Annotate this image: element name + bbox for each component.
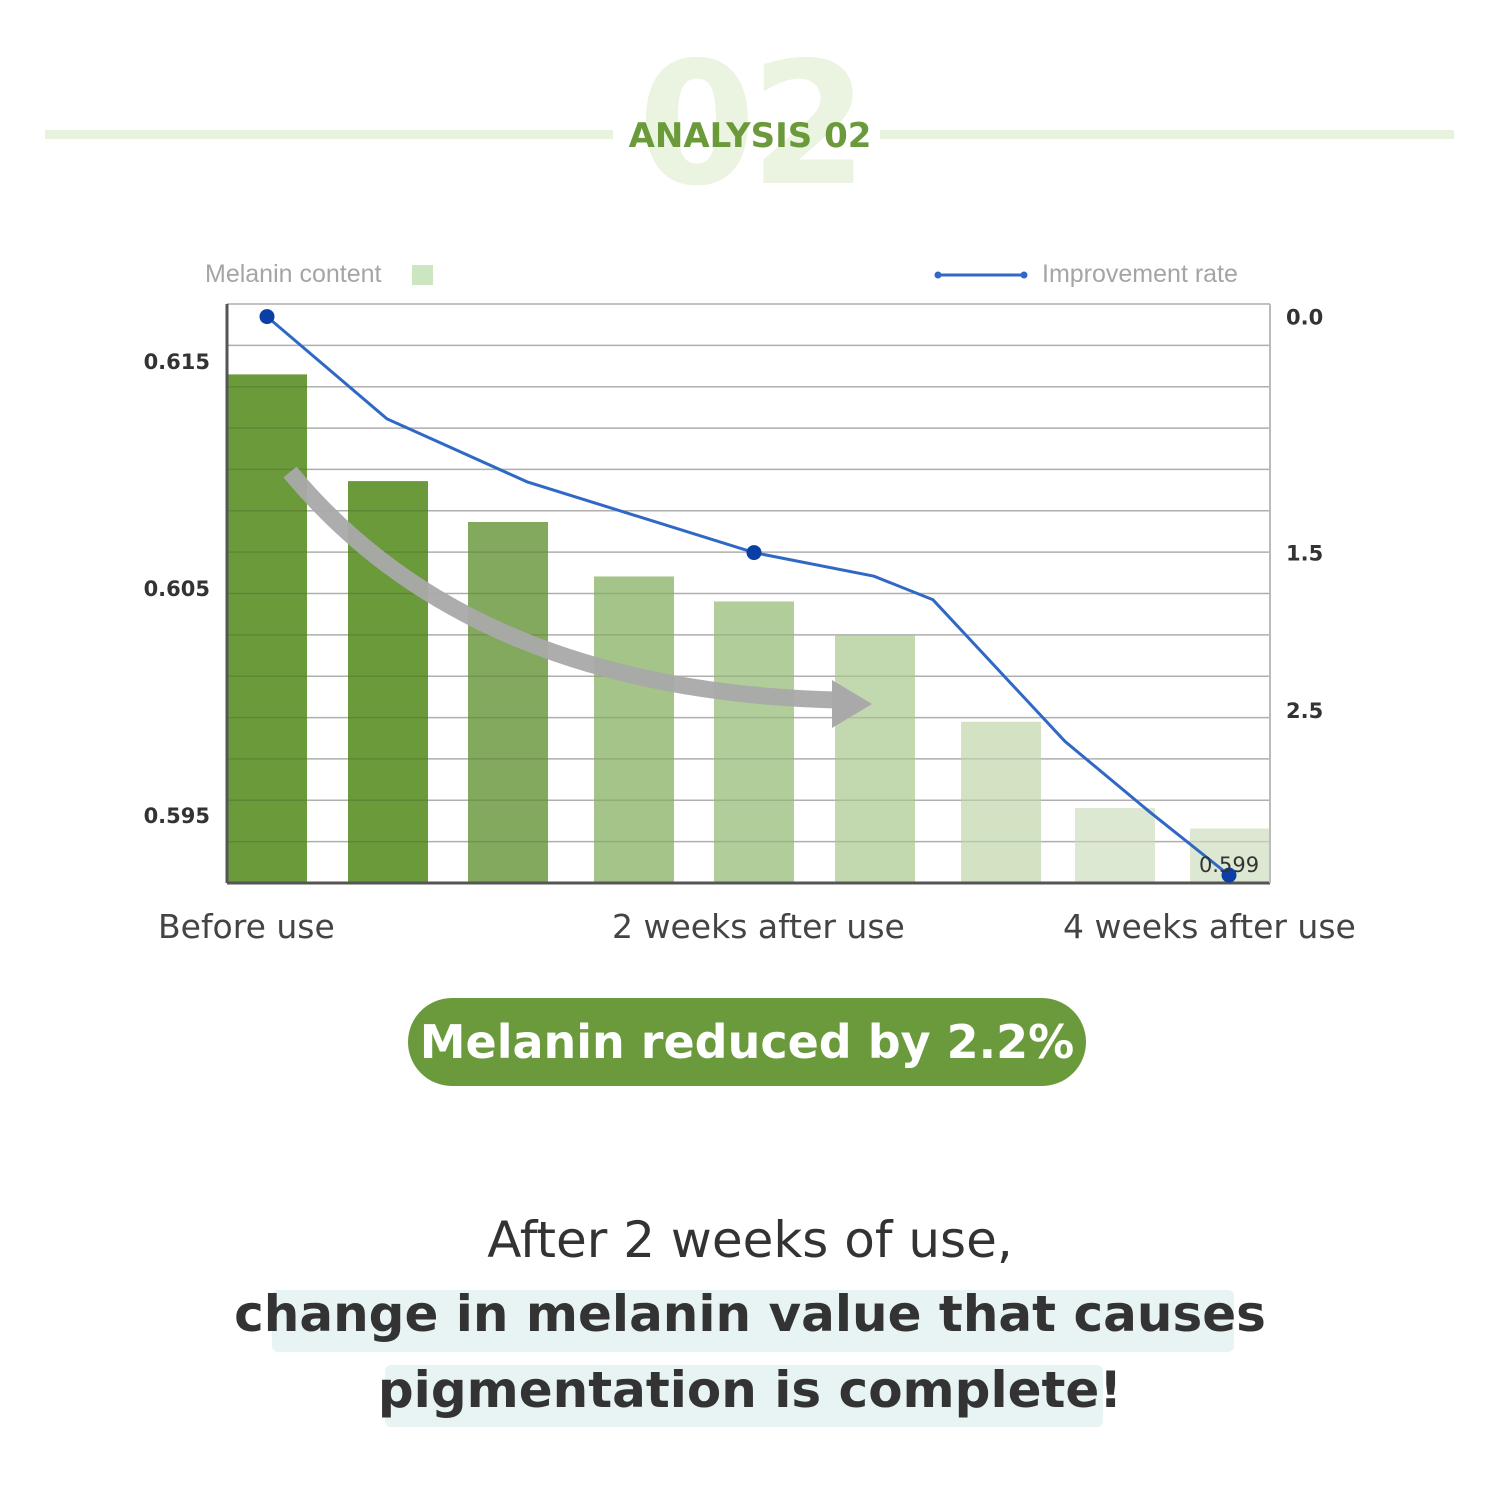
x-label-before-use: Before use [158,907,335,946]
legend-line-marker [1020,271,1028,279]
bar [594,576,674,883]
bar [961,721,1041,883]
footer-line-3: pigmentation is complete! [377,1361,1123,1419]
line-marker [259,309,275,325]
y-right-tick-label: 0.0 [1286,306,1323,330]
y-right-tick-label: 1.5 [1286,542,1323,566]
text-highlight-2 [385,1365,1103,1427]
y-left-tick-label: 0.615 [144,350,210,374]
result-badge-text: Melanin reduced by 2.2% [419,1015,1075,1069]
footer-line-2: change in melanin value that causes [234,1285,1266,1343]
x-label-2-weeks: 2 weeks after use [612,907,905,946]
improvement-line [266,315,1230,877]
trend-arrow-head-icon [832,680,872,728]
text-highlight-1 [272,1290,1234,1352]
trend-arrow-icon [283,466,836,709]
header-watermark-number: 02 [637,26,869,224]
bar [1075,808,1155,883]
line-marker [1221,867,1237,883]
bar [714,601,794,883]
bar [228,374,307,883]
y-left-tick-label: 0.605 [144,577,210,601]
header-divider-right [880,130,1454,139]
y-right-tick-label: 2.5 [1286,699,1323,723]
section-title: ANALYSIS 02 [628,116,872,156]
bar [835,635,915,883]
bar [468,521,548,883]
legend-line-label: Improvement rate [1042,260,1238,288]
result-badge: Melanin reduced by 2.2% [408,998,1086,1086]
legend-bars-label: Melanin content [205,260,382,288]
last-bar-value-label: 0.599 [1199,853,1259,877]
header-divider-left [45,130,613,139]
line-marker [746,545,762,561]
legend-line-marker [934,271,942,279]
x-label-4-weeks: 4 weeks after use [1063,907,1356,946]
y-left-tick-label: 0.595 [144,804,210,828]
combo-bar-line-chart: 0.615 0.605 0.595 0.0 1.5 2.5 0.599 [144,265,1323,885]
legend-bar-swatch [412,265,433,285]
footer-line-1: After 2 weeks of use, [487,1211,1013,1269]
